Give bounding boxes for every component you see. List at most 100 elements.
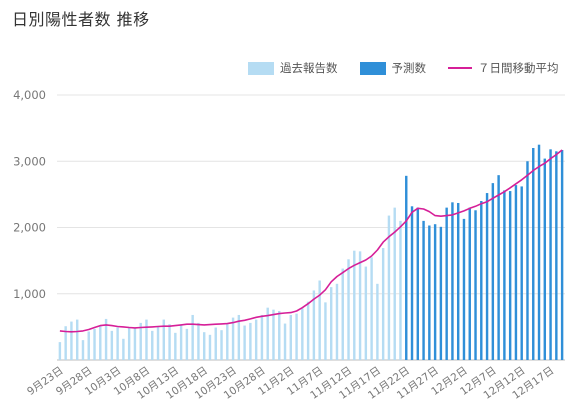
bar-forecast bbox=[456, 202, 460, 360]
bar-past bbox=[237, 314, 241, 360]
bar-forecast bbox=[433, 224, 437, 360]
bar-past bbox=[93, 328, 96, 360]
bar-past bbox=[174, 332, 177, 360]
bar-past bbox=[122, 338, 125, 360]
bar-past bbox=[358, 251, 362, 360]
bar-past bbox=[393, 207, 396, 360]
bar-past bbox=[179, 325, 183, 360]
bar-past bbox=[151, 330, 154, 360]
bar-past bbox=[139, 322, 142, 360]
bar-forecast bbox=[485, 193, 489, 360]
bar-forecast bbox=[526, 161, 529, 360]
bar-forecast bbox=[439, 226, 443, 360]
bar-past bbox=[381, 248, 385, 360]
bar-past bbox=[243, 325, 246, 360]
bar-forecast bbox=[410, 206, 414, 360]
bar-past bbox=[133, 328, 137, 360]
bar-past bbox=[387, 215, 391, 360]
bar-past bbox=[318, 280, 321, 360]
bar-forecast bbox=[405, 175, 408, 360]
bar-past bbox=[202, 332, 206, 360]
bar-past bbox=[70, 321, 73, 360]
bar-past bbox=[370, 257, 373, 360]
bar-past bbox=[87, 331, 90, 360]
bar-past bbox=[220, 330, 223, 360]
bar-past bbox=[191, 314, 194, 360]
legend-swatch-forecast bbox=[359, 61, 386, 75]
bar-past bbox=[335, 283, 339, 360]
bar-past bbox=[283, 323, 287, 360]
y-tick-label: 2,000 bbox=[13, 221, 46, 235]
bar-past bbox=[353, 250, 356, 360]
bar-past bbox=[278, 310, 281, 360]
moving-average-line bbox=[59, 149, 563, 333]
bar-forecast bbox=[451, 202, 454, 360]
bar-forecast bbox=[503, 190, 506, 360]
bar-past bbox=[226, 324, 229, 360]
legend-label-past: 過去報告数 bbox=[280, 61, 338, 75]
legend-item-forecast[interactable]: 予測数 bbox=[359, 60, 427, 76]
bar-past bbox=[64, 326, 67, 360]
bar-past bbox=[301, 308, 304, 360]
bar-forecast bbox=[445, 207, 448, 360]
bar-past bbox=[81, 340, 85, 360]
bar-forecast bbox=[462, 218, 466, 360]
bar-forecast bbox=[491, 183, 495, 360]
bar-forecast bbox=[543, 158, 547, 360]
y-tick-label: 4,000 bbox=[13, 88, 46, 102]
bar-forecast bbox=[537, 144, 541, 360]
bar-past bbox=[289, 314, 293, 360]
y-tick-label: 1,000 bbox=[13, 287, 46, 301]
bar-past bbox=[324, 302, 327, 360]
bar-past bbox=[145, 319, 148, 360]
bar-past bbox=[254, 319, 258, 360]
bar-past bbox=[208, 334, 212, 360]
bar-past bbox=[116, 327, 119, 360]
bar-past bbox=[399, 220, 402, 360]
bar-past bbox=[329, 287, 333, 360]
bar-past bbox=[312, 290, 316, 360]
bar-forecast bbox=[560, 149, 564, 360]
bar-past bbox=[110, 330, 114, 360]
legend-swatch-past bbox=[248, 61, 274, 75]
bar-past bbox=[266, 307, 269, 360]
bar-past bbox=[249, 322, 252, 360]
bar-forecast bbox=[428, 225, 431, 360]
legend-item-past[interactable]: 過去報告数 bbox=[248, 60, 338, 76]
bar-past bbox=[197, 322, 200, 360]
legend-label-moving-average: ７日間移動平均 bbox=[478, 61, 559, 75]
y-tick-label: 3,000 bbox=[13, 154, 46, 168]
bar-forecast bbox=[497, 175, 500, 360]
bar-forecast bbox=[508, 191, 512, 360]
bar-past bbox=[295, 313, 298, 360]
chart-title: 日別陽性者数 推移 bbox=[12, 10, 150, 29]
bar-forecast bbox=[555, 151, 558, 360]
bar-past bbox=[58, 342, 62, 360]
bar-past bbox=[156, 326, 160, 360]
bar-past bbox=[185, 328, 189, 360]
bar-forecast bbox=[520, 186, 523, 360]
bar-past bbox=[341, 268, 344, 360]
bar-past bbox=[364, 266, 368, 360]
bar-past bbox=[376, 283, 379, 360]
bar-past bbox=[168, 324, 171, 360]
bar-past bbox=[272, 309, 275, 360]
chart-legend: 過去報告数 予測数 ７日間移動平均 bbox=[248, 60, 559, 76]
bar-past bbox=[347, 259, 350, 360]
bar-past bbox=[75, 319, 79, 360]
bar-past bbox=[162, 319, 166, 360]
bar-forecast bbox=[549, 149, 552, 360]
bar-past bbox=[231, 317, 235, 360]
bar-forecast bbox=[416, 207, 420, 360]
legend-swatch-moving-average bbox=[448, 67, 472, 69]
bar-forecast bbox=[532, 148, 535, 360]
bar-forecast bbox=[468, 207, 471, 360]
bar-past bbox=[99, 325, 102, 360]
legend-label-forecast: 予測数 bbox=[391, 61, 427, 75]
bar-forecast bbox=[474, 210, 477, 360]
bar-past bbox=[127, 327, 131, 360]
bar-past bbox=[104, 318, 108, 360]
bar-past bbox=[306, 301, 310, 360]
legend-item-moving-average[interactable]: ７日間移動平均 bbox=[448, 60, 559, 76]
